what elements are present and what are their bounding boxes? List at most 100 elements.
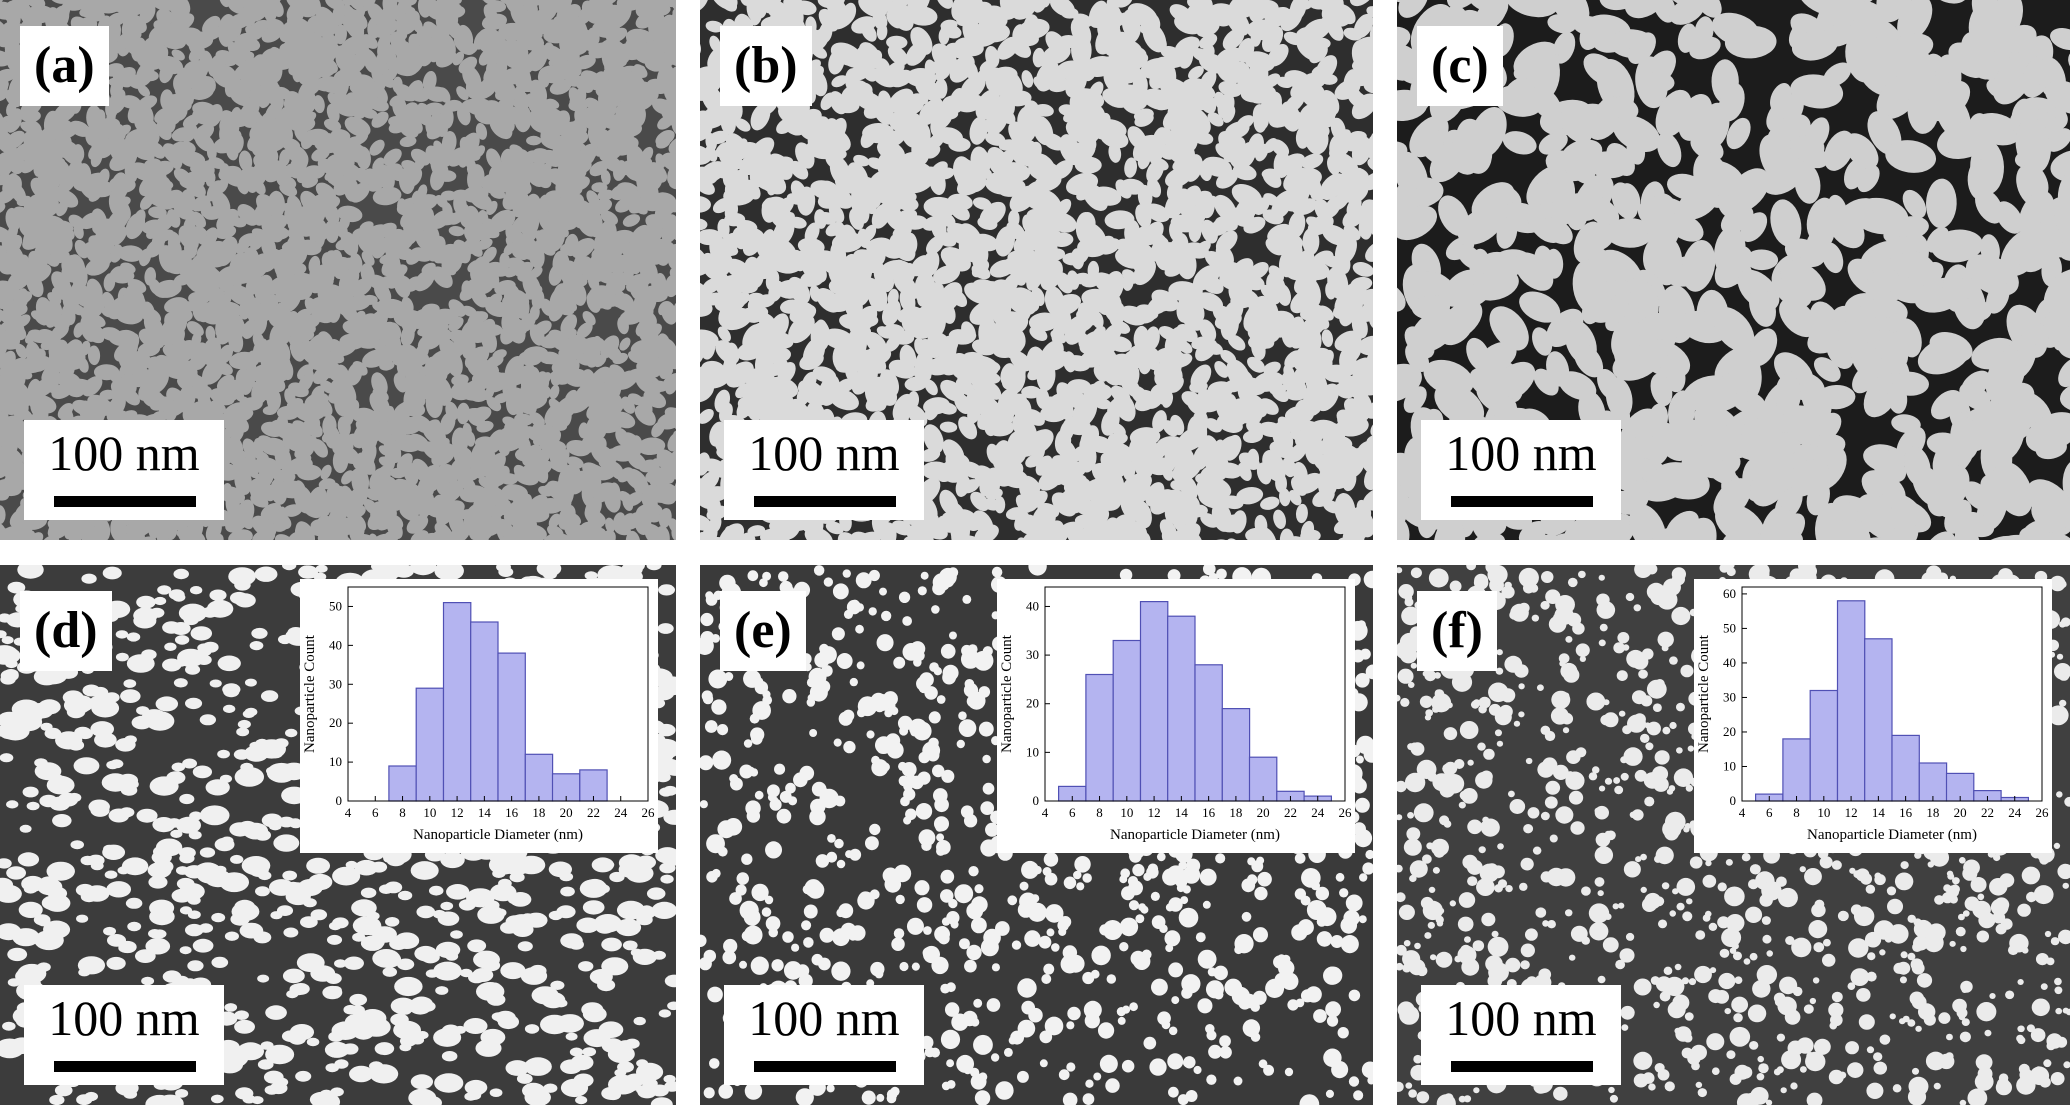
scale-bar-e: 100 nm	[724, 985, 924, 1085]
sem-panel-e: (e) 4 6 8 10 12 14 16 18 20 22 24 26 0 10 20 30 40 Nanopa…	[700, 565, 1373, 1105]
x-tick-label: 16	[1899, 805, 1913, 820]
histogram-bar	[1112, 639, 1142, 802]
y-axis-label: Nanoparticle Count	[999, 634, 1015, 753]
scale-line-a	[54, 496, 196, 507]
y-tick-label: 0	[336, 793, 343, 808]
y-tick-label: 10	[1723, 758, 1736, 773]
x-tick-label: 4	[345, 805, 352, 820]
scale-line-d	[54, 1061, 196, 1072]
x-axis-label: Nanoparticle Diameter (nm)	[1110, 827, 1280, 843]
histogram-bar	[1918, 762, 1948, 802]
histogram-bar	[1139, 601, 1169, 802]
histogram-bar	[1085, 673, 1114, 802]
histogram-bar	[1782, 738, 1811, 802]
sem-panel-f: (f) 4 6 8 10 12 14 16 18 20 22 24 26 0 10 20 30 40 50 60 Na…	[1397, 565, 2070, 1105]
histogram-bar	[470, 621, 499, 802]
y-tick-label: 30	[329, 676, 342, 691]
scale-label-b: 100 nm	[748, 425, 900, 481]
histogram-inset-f: 4 6 8 10 12 14 16 18 20 22 24 26 0 10 20 30 40 50 60 Nanopa…	[1694, 579, 2052, 853]
x-tick-label: 24	[614, 805, 628, 820]
x-tick-label: 24	[1311, 805, 1325, 820]
x-tick-label: 6	[1069, 805, 1076, 820]
sem-panel-a: (a) 100 nm	[0, 0, 676, 540]
x-tick-label: 18	[1229, 805, 1242, 820]
histogram-bar	[1194, 664, 1223, 802]
x-tick-label: 26	[1339, 805, 1353, 820]
histogram-f: 4 6 8 10 12 14 16 18 20 22 24 26 0 10 20 30 40 50 60 Nanopa…	[1696, 586, 2050, 843]
scale-bar-c: 100 nm	[1421, 420, 1621, 520]
y-tick-label: 0	[1033, 793, 1040, 808]
x-tick-label: 22	[1981, 805, 1994, 820]
histogram-bar	[1864, 638, 1893, 802]
histogram-bar	[1809, 689, 1839, 802]
x-tick-label: 16	[505, 805, 519, 820]
x-tick-label: 10	[1817, 805, 1830, 820]
scale-label-d: 100 nm	[48, 990, 200, 1046]
y-tick-label: 30	[1723, 689, 1736, 704]
x-tick-label: 24	[2008, 805, 2022, 820]
x-tick-label: 18	[532, 805, 545, 820]
x-tick-label: 20	[1257, 805, 1270, 820]
y-tick-label: 10	[1026, 744, 1039, 759]
y-axis-label: Nanoparticle Count	[1696, 634, 1712, 753]
histogram-bar	[1248, 756, 1278, 802]
histogram-inset-d: 4 6 8 10 12 14 16 18 20 22 24 26 0 10 20 30 40 50 Nanopart…	[300, 579, 658, 853]
x-tick-label: 14	[478, 805, 492, 820]
histogram-frame	[1044, 586, 1346, 802]
x-tick-label: 8	[399, 805, 406, 820]
sem-panel-b: (b) 100 nm	[700, 0, 1373, 540]
scale-bar-d: 100 nm	[24, 985, 224, 1085]
y-tick-label: 40	[1026, 598, 1039, 613]
histogram-bar	[1167, 615, 1196, 802]
histogram-frame	[1741, 586, 2043, 802]
panel-label-b: (b)	[720, 26, 812, 106]
scale-line-c	[1451, 496, 1593, 507]
histogram-bar	[1221, 708, 1251, 802]
panel-label-f: (f)	[1417, 591, 1497, 671]
y-tick-label: 10	[329, 754, 342, 769]
sem-panel-d: (d) 4 6 8 10 12 14 16 18 20 22 24 26 0 10 20 30 40 50 Nano…	[0, 565, 676, 1105]
x-tick-label: 26	[642, 805, 656, 820]
x-tick-label: 26	[2036, 805, 2050, 820]
x-axis-label: Nanoparticle Diameter (nm)	[413, 827, 583, 843]
histogram-d: 4 6 8 10 12 14 16 18 20 22 24 26 0 10 20 30 40 50 Nanopart…	[302, 586, 656, 843]
x-tick-label: 12	[451, 805, 464, 820]
y-tick-label: 50	[329, 598, 342, 613]
y-tick-label: 20	[1723, 724, 1736, 739]
scale-bar-b: 100 nm	[724, 420, 924, 520]
histogram-bar	[1836, 600, 1866, 802]
panel-label-a: (a)	[20, 26, 109, 106]
x-tick-label: 6	[1766, 805, 1773, 820]
y-tick-label: 20	[329, 715, 342, 730]
x-tick-label: 6	[372, 805, 379, 820]
scale-label-f: 100 nm	[1445, 990, 1597, 1046]
y-tick-label: 40	[329, 637, 342, 652]
x-tick-label: 12	[1148, 805, 1161, 820]
x-tick-label: 22	[587, 805, 600, 820]
x-tick-label: 4	[1042, 805, 1049, 820]
scale-line-e	[754, 1061, 896, 1072]
histogram-bar	[442, 602, 472, 802]
histogram-bar	[415, 687, 445, 802]
y-tick-label: 30	[1026, 647, 1039, 662]
y-axis-label: Nanoparticle Count	[302, 634, 318, 753]
histogram-bar	[579, 769, 608, 802]
histogram-bar	[388, 765, 417, 802]
x-tick-label: 22	[1284, 805, 1297, 820]
x-tick-label: 8	[1096, 805, 1103, 820]
histogram-bar	[524, 753, 554, 802]
scale-line-b	[754, 496, 896, 507]
panel-label-d: (d)	[20, 591, 112, 671]
x-tick-label: 16	[1202, 805, 1216, 820]
scale-bar-a: 100 nm	[24, 420, 224, 520]
scale-label-c: 100 nm	[1445, 425, 1597, 481]
y-tick-label: 0	[1730, 793, 1737, 808]
x-tick-label: 4	[1739, 805, 1746, 820]
scale-label-a: 100 nm	[48, 425, 200, 481]
x-tick-label: 10	[1120, 805, 1133, 820]
histogram-bar	[1891, 734, 1920, 802]
x-tick-label: 20	[1954, 805, 1967, 820]
sem-panel-c: (c) 100 nm	[1397, 0, 2070, 540]
scale-label-e: 100 nm	[748, 990, 900, 1046]
histogram-bar	[497, 652, 526, 802]
